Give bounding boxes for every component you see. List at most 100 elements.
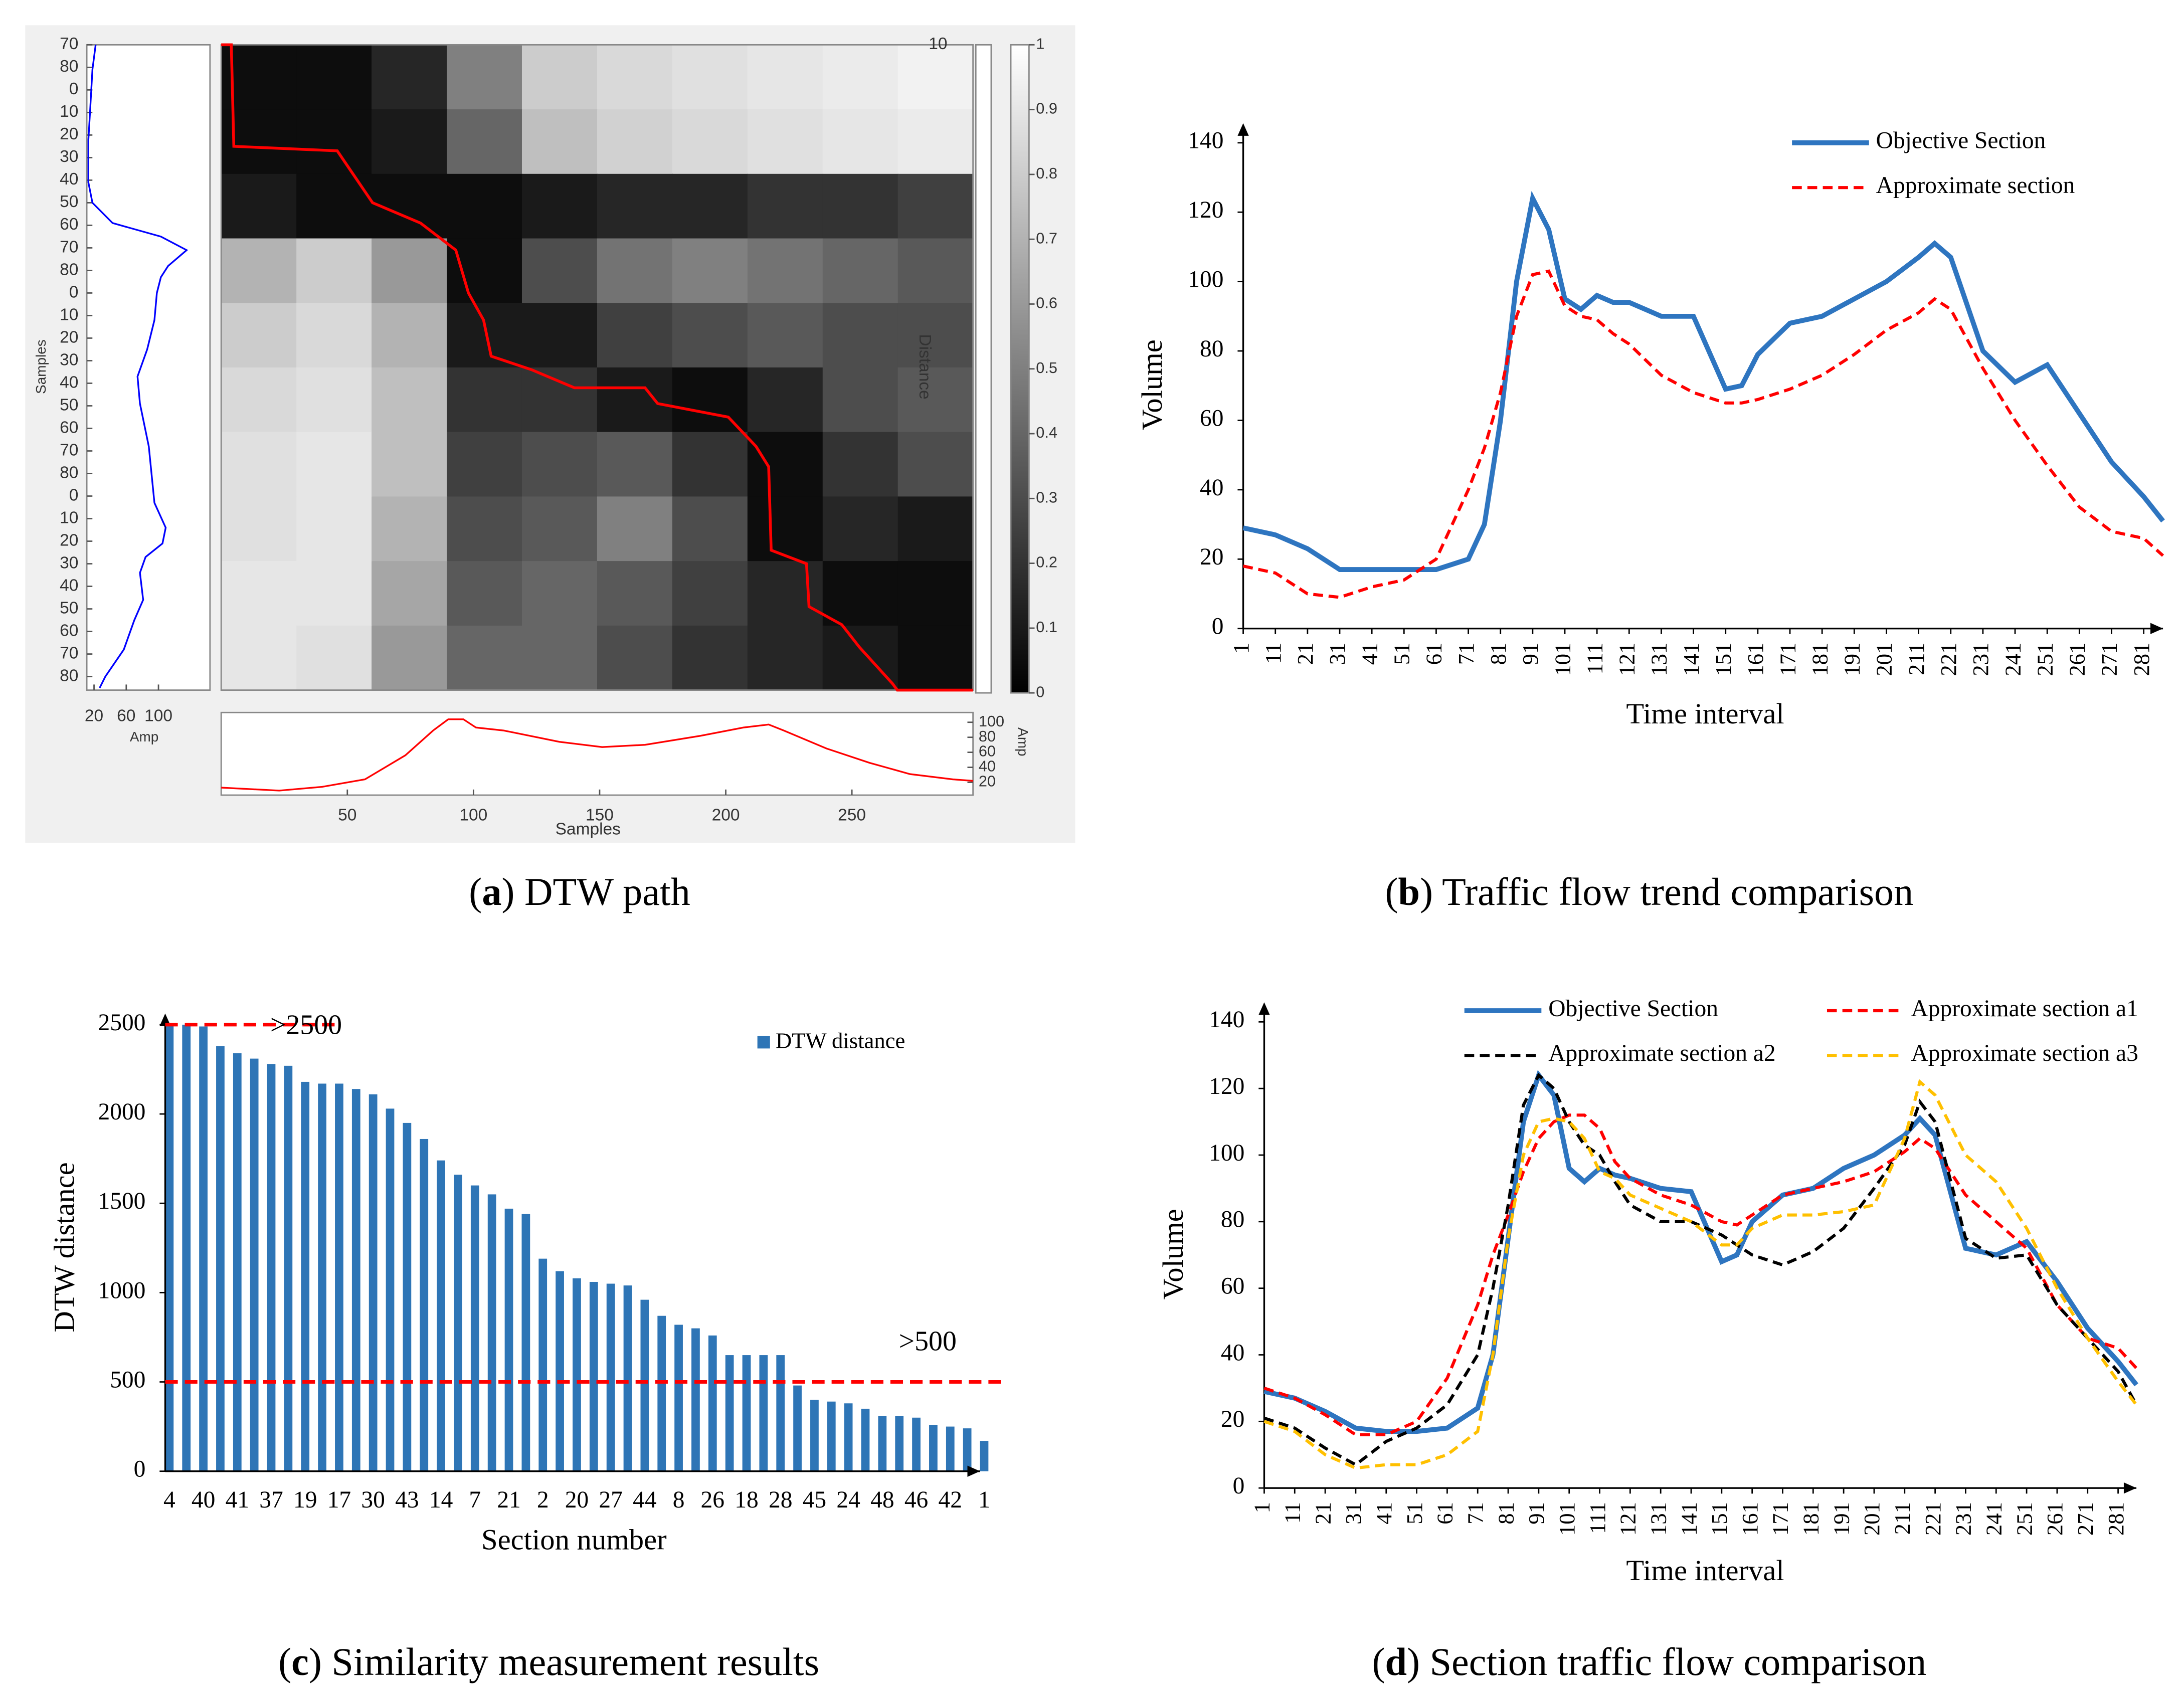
y-axis-title: Volume: [1157, 1209, 1189, 1299]
x-tick-label: 28: [769, 1487, 792, 1513]
bar: [487, 1194, 496, 1471]
colorbar-tick-label: 0.3: [1036, 488, 1057, 506]
heatmap-cell: [822, 561, 899, 627]
heatmap-cell: [447, 303, 523, 368]
x-tick-label: 41: [1357, 643, 1382, 665]
heatmap-cell: [521, 238, 598, 304]
x-tick-label: 14: [429, 1487, 453, 1513]
x-tick-label: 271: [2073, 1502, 2098, 1536]
heatmap-cell: [521, 45, 598, 110]
bar: [470, 1185, 479, 1471]
bar: [708, 1335, 717, 1471]
bar: [437, 1160, 445, 1471]
heatmap-cell: [221, 238, 297, 304]
x-tick-label: 171: [1775, 643, 1800, 676]
heatmap-cell: [296, 303, 373, 368]
y-tick-label: 20: [1221, 1406, 1244, 1432]
heatmap-cell: [296, 432, 373, 497]
x-tick-label: 1: [978, 1487, 990, 1513]
bar: [606, 1283, 615, 1471]
legend-label: Approximate section a3: [1911, 1040, 2138, 1066]
x-tick-label: 41: [226, 1487, 249, 1513]
bar: [386, 1108, 395, 1471]
legend-label: Objective Section: [1876, 128, 2046, 154]
heatmap-cell: [747, 173, 824, 239]
y-tick-label: 80: [1221, 1207, 1244, 1233]
y-tick-label: 120: [1209, 1073, 1244, 1099]
heatmap-cell: [521, 625, 598, 691]
x-tick-label: 2: [537, 1487, 549, 1513]
x-tick-label: 30: [361, 1487, 385, 1513]
caption-part: ) DTW path: [501, 870, 690, 913]
heatmap-cell: [672, 496, 749, 562]
series-line: [1263, 1070, 2138, 1434]
y-axis-title: Volume: [1136, 339, 1168, 430]
bar: [691, 1328, 700, 1471]
colorbar-tick-label: 1: [1036, 35, 1044, 52]
bottom-plot: [220, 711, 974, 796]
bar: [776, 1355, 785, 1471]
heatmap-cell: [597, 109, 673, 175]
x-tick-label: 91: [1524, 1502, 1549, 1525]
bar: [929, 1425, 938, 1471]
heatmap-cell: [372, 496, 448, 562]
y-tick-label: 60: [60, 418, 78, 437]
heatmap-cell: [372, 367, 448, 433]
x-axis-label: Amp: [130, 729, 158, 744]
x-tick-label: 21: [1310, 1502, 1335, 1525]
bar: [640, 1299, 649, 1471]
x-tick-label: 211: [1904, 643, 1929, 675]
caption-part: ) Traffic flow trend comparison: [1420, 870, 1913, 913]
heatmap-frame: [220, 44, 974, 691]
x-tick-label: 181: [1798, 1502, 1824, 1536]
bar: [504, 1208, 513, 1471]
x-tick-label: 60: [117, 706, 135, 725]
x-tick-label: 42: [939, 1487, 962, 1513]
colorbar: [1010, 44, 1030, 694]
y-axis-label: Amp: [1015, 727, 1031, 756]
left-plot: [86, 44, 211, 691]
heatmap-cell: [747, 625, 824, 691]
heatmap-cell: [672, 625, 749, 691]
heatmap-cell: [597, 173, 673, 239]
x-tick-label: 231: [1951, 1502, 1976, 1536]
heatmap-cell: [521, 561, 598, 627]
heatmap-cell: [597, 303, 673, 368]
colorbar-tick-label: 0.8: [1036, 164, 1057, 182]
heatmap-cell: [672, 561, 749, 627]
series-line: [1242, 191, 2165, 572]
colorbar-label: Distance: [916, 334, 934, 399]
heatmap-cell: [672, 173, 749, 239]
heatmap-cell: [447, 625, 523, 691]
heatmap-cell: [521, 109, 598, 175]
heatmap-cell: [372, 45, 448, 110]
y-axis-title: DTW distance: [48, 1162, 80, 1332]
y-tick-label: 20: [60, 531, 78, 549]
caption-part: (: [1385, 870, 1398, 913]
y-tick-label: 50: [60, 193, 78, 211]
x-tick-label: 71: [1453, 643, 1479, 665]
x-tick-label: 44: [633, 1487, 656, 1513]
x-tick-label: 281: [2129, 643, 2154, 676]
y-tick-label: 20: [60, 328, 78, 346]
y-tick-label: 40: [1200, 475, 1223, 501]
heatmap-cell: [296, 109, 373, 175]
heatmap-cell: [747, 432, 824, 497]
bar: [521, 1214, 530, 1471]
left-signal: [87, 45, 189, 688]
x-tick-label: 43: [395, 1487, 419, 1513]
axis-arrow: [2123, 1482, 2137, 1494]
series-line: [1242, 269, 2164, 599]
x-tick-label: 20: [565, 1487, 589, 1513]
x-tick-label: 21: [1293, 643, 1318, 665]
y-tick-label: 30: [60, 553, 78, 572]
x-tick-label: 201: [1859, 1502, 1884, 1536]
legend-label: DTW distance: [776, 1028, 905, 1053]
legend-swatch: [757, 1036, 770, 1049]
heatmap-cell: [447, 432, 523, 497]
x-tick-label: 250: [838, 806, 866, 825]
x-tick-label: 161: [1743, 643, 1768, 676]
axis-arrow: [2150, 623, 2163, 634]
x-tick-label: 131: [1647, 643, 1672, 676]
heatmap-cell: [521, 496, 598, 562]
